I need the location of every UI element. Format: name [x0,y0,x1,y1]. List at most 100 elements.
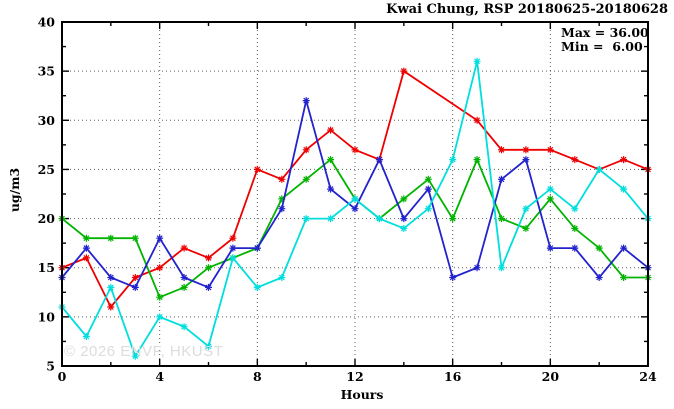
x-tick-label: 8 [253,369,262,384]
data-point-marker [498,175,505,183]
data-point-marker [546,244,554,252]
series-blue-line [58,97,652,291]
data-point-marker [351,205,359,213]
data-point-marker [131,234,139,242]
x-tick-label: 4 [155,369,164,384]
data-point-marker [229,234,237,242]
data-point-marker [253,165,261,173]
y-tick-label: 40 [38,15,56,30]
data-point-marker [351,146,359,154]
data-point-marker [522,224,530,232]
y-tick-label: 30 [38,113,56,128]
data-point-marker [351,195,359,203]
data-point-marker [82,254,90,262]
data-point-marker [620,244,628,252]
data-point-marker [473,156,481,164]
data-point-marker [522,205,530,213]
max-value-label: Max = 36.00 [561,25,649,40]
data-point-marker [107,274,115,281]
y-tick-label: 5 [46,359,55,374]
data-point-marker [449,156,457,164]
data-point-marker [327,156,335,164]
data-point-marker [424,185,432,193]
data-point-marker [449,215,457,223]
data-point-marker [595,274,603,281]
y-tick-label: 35 [38,64,55,79]
data-point-marker [107,234,115,242]
data-point-marker [180,283,188,291]
data-point-marker [302,146,310,154]
data-point-marker [205,283,212,291]
data-point-marker [473,57,481,65]
data-point-marker [82,234,90,242]
data-point-marker [229,244,237,252]
data-point-marker [205,264,212,272]
data-point-marker [473,264,481,272]
data-point-marker [571,224,579,232]
data-point-marker [156,313,164,321]
data-point-marker [595,165,603,173]
data-point-marker [498,146,505,154]
data-point-marker [229,254,237,262]
data-point-marker [278,274,286,281]
x-tick-label: 20 [542,369,560,384]
grid-lines [62,22,648,366]
y-tick-label: 25 [38,162,55,177]
data-point-marker [546,195,554,203]
tick-labels: 5 10 15 20 25 30 35 40 0 4 8 12 16 20 24 [38,15,657,385]
x-tick-label: 24 [639,369,657,384]
data-point-marker [571,205,579,213]
x-tick-label: 0 [58,369,67,384]
data-point-marker [424,205,432,213]
data-point-marker [327,185,335,193]
data-point-marker [131,283,139,291]
data-point-marker [620,185,628,193]
data-point-marker [571,156,579,164]
data-point-marker [205,254,212,262]
chart-title: Kwai Chung, RSP 20180625-20180628 [386,2,668,17]
y-axis-title: ug/m3 [7,167,22,213]
stats-legend: Max = 36.00 Min = 6.00 [561,26,649,54]
data-point-marker [400,195,408,203]
data-point-marker [400,215,408,223]
data-point-marker [375,215,383,223]
data-point-marker [302,175,310,183]
series-path [61,157,648,299]
data-point-marker [327,215,335,223]
data-point-marker [180,244,188,252]
data-point-marker [278,195,286,203]
min-value-label: Min = 6.00 [561,39,643,54]
x-tick-label: 16 [444,369,462,384]
data-point-marker [498,264,505,272]
y-tick-label: 15 [38,260,55,275]
data-point-marker [473,116,481,124]
data-point-marker [82,244,90,252]
data-point-marker [522,156,530,164]
x-tick-label: 12 [346,369,363,384]
data-point-marker [278,175,286,183]
data-point-marker [156,264,164,272]
data-point-marker [498,215,505,223]
data-point-marker [253,283,261,291]
series-red-line [58,67,652,311]
data-point-marker [302,215,310,223]
data-point-marker [82,333,90,340]
data-point-marker [180,274,188,281]
data-point-marker [620,274,628,281]
data-point-marker [375,156,383,164]
y-tick-label: 20 [38,211,56,226]
data-point-marker [302,97,310,105]
data-point-marker [400,224,408,232]
x-axis-title: Hours [340,387,384,402]
plot-frame [61,21,649,367]
data-point-marker [107,283,115,291]
data-point-marker [620,156,628,164]
data-point-marker [156,293,164,301]
data-point-marker [595,244,603,252]
data-point-marker [131,274,139,281]
data-point-marker [400,67,408,75]
data-point-marker [571,244,579,252]
data-point-marker [205,342,212,350]
